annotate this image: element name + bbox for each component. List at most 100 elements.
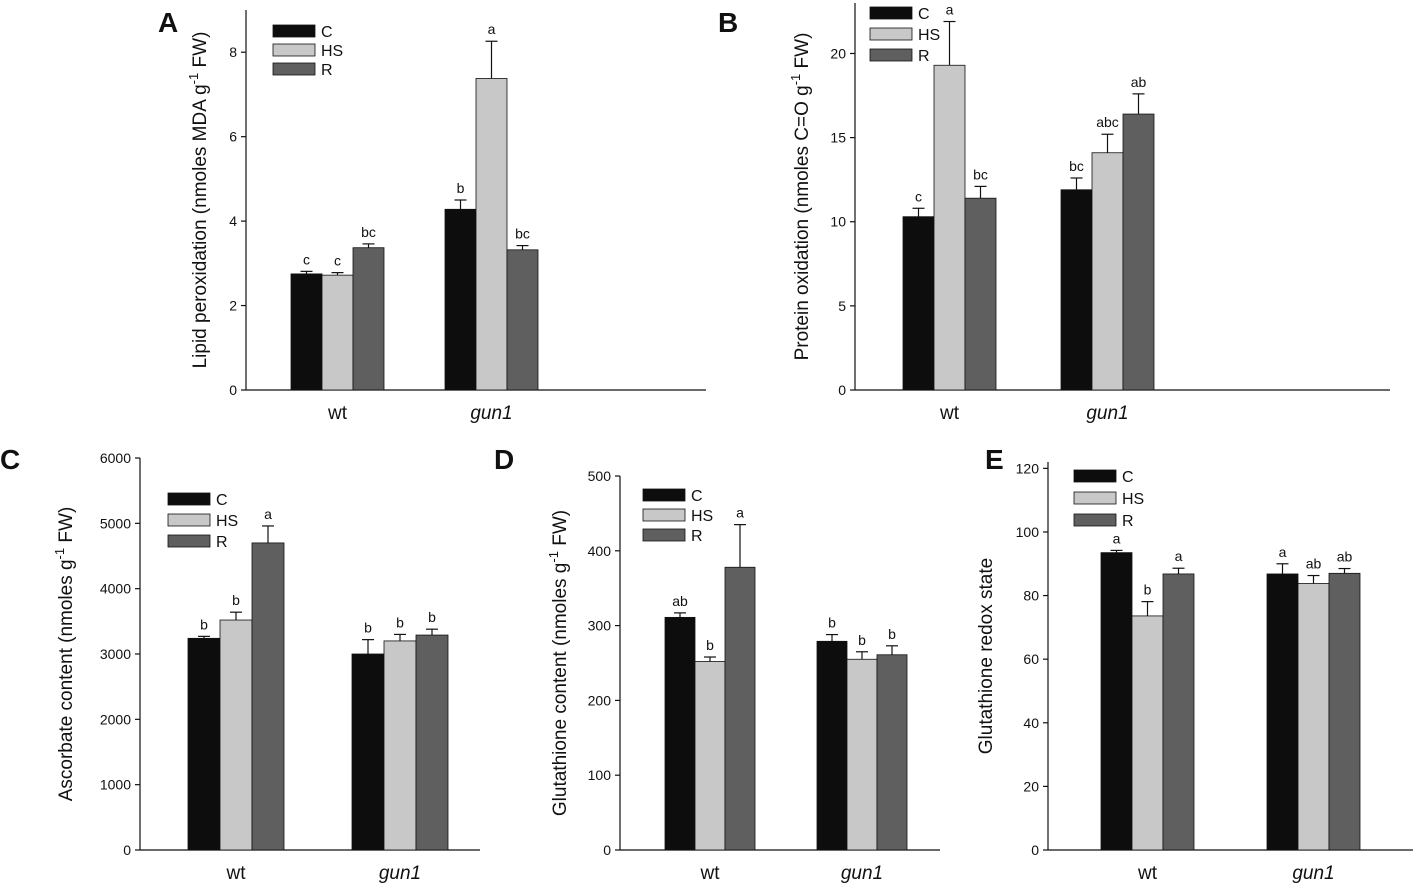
bar-c-wt: [1100, 552, 1133, 851]
category-label-gun1: gun1: [1086, 403, 1128, 424]
significance-letter: b: [364, 620, 372, 636]
significance-letter: abc: [1096, 114, 1119, 130]
significance-letter: b: [828, 615, 836, 631]
y-tick-label: 10: [830, 214, 846, 230]
y-axis-label: Protein oxidation (nmoles C=O g-1 FW): [788, 33, 813, 361]
bar-hs-wt: [219, 619, 253, 851]
bar-hs-wt: [1131, 615, 1164, 851]
bar-hs-wt: [321, 274, 354, 391]
legend-swatch-r: [869, 48, 913, 62]
y-tick-label: 3000: [100, 646, 131, 662]
category-label-wt: wt: [700, 863, 721, 883]
significance-letter: b: [706, 637, 714, 653]
bar-r-wt: [724, 566, 756, 851]
significance-letter: ab: [1131, 74, 1147, 90]
legend-swatch-r: [167, 534, 211, 548]
y-axis-label-main: Glutathione content (nmoles g: [550, 563, 571, 817]
bar-r-gun1: [1328, 572, 1361, 851]
category-label-gun1: gun1: [1292, 863, 1334, 883]
y-tick-label: 60: [1023, 651, 1039, 667]
y-axis-label: Glutathione content (nmoles g-1 FW): [546, 510, 571, 816]
bar-c-wt: [187, 637, 221, 851]
y-tick-label: 300: [588, 618, 612, 634]
significance-letter: b: [858, 632, 866, 648]
y-tick-label: 40: [1023, 715, 1039, 731]
legend-swatch-hs: [1073, 491, 1117, 505]
significance-letter: ab: [1337, 549, 1353, 565]
legend-label-hs: HS: [691, 508, 713, 525]
significance-letter: a: [488, 21, 496, 37]
chart-panel-c: C 0 1000 2000 3000 4000 5000 6000 Ascorbate cont…: [0, 444, 480, 883]
legend-swatch-r: [1073, 513, 1117, 527]
significance-letter: c: [334, 253, 341, 269]
y-tick-label: 400: [588, 543, 612, 559]
y-tick-label: 2000: [100, 711, 131, 727]
legend-label-hs: HS: [918, 27, 940, 44]
legend-label-r: R: [918, 48, 930, 65]
chart-panel-d: D 0 100 200 300 400 500 Glutathione content (nm…: [494, 444, 940, 883]
category-label-gun1: gun1: [470, 403, 512, 424]
category-label-wt: wt: [327, 403, 348, 424]
legend-swatch-hs: [167, 513, 211, 527]
y-tick-label: 80: [1023, 588, 1039, 604]
bar-c-gun1: [816, 640, 848, 851]
legend-label-r: R: [321, 62, 333, 79]
bar-hs-gun1: [383, 640, 417, 851]
y-axis-label-end: FW): [190, 32, 211, 73]
y-tick-label: 15: [830, 130, 846, 146]
legend-label-c: C: [321, 24, 333, 41]
bar-c-gun1: [444, 208, 477, 391]
legend-label-hs: HS: [321, 43, 343, 60]
legend-swatch-c: [272, 24, 316, 38]
significance-letter: b: [232, 592, 240, 608]
legend-label-r: R: [691, 528, 703, 545]
y-axis-label-end: FW): [550, 510, 571, 551]
legend-swatch-c: [869, 6, 913, 20]
y-tick-label: 4: [229, 213, 237, 229]
category-label-wt: wt: [226, 863, 247, 883]
y-tick-label: 0: [838, 382, 846, 398]
legend-label-c: C: [691, 488, 703, 505]
bar-c-wt: [664, 616, 696, 851]
y-axis-label-main: Ascorbate content (nmoles g: [56, 559, 77, 801]
bar-c-gun1: [1266, 573, 1299, 851]
panel-letter: E: [985, 444, 1004, 475]
bar-hs-gun1: [475, 78, 508, 391]
y-tick-label: 0: [229, 382, 237, 398]
significance-letter: bc: [973, 166, 988, 182]
chart-panel-b: B 0 5 10 15 20 Protein oxidation (nmoles C=O g…: [718, 2, 1390, 424]
significance-letter: bc: [515, 226, 530, 242]
y-axis-label-main: Protein oxidation (nmoles C=O g: [792, 85, 813, 360]
panel-letter: A: [158, 7, 178, 38]
y-tick-label: 0: [603, 842, 611, 858]
significance-letter: b: [396, 614, 404, 630]
legend-swatch-hs: [642, 508, 686, 522]
bar-c-wt: [902, 216, 935, 391]
y-tick-label: 500: [588, 468, 612, 484]
y-axis-label-superscript: -1: [186, 73, 201, 85]
legend-label-hs: HS: [1122, 491, 1144, 508]
significance-letter: a: [1113, 530, 1121, 546]
significance-letter: a: [264, 506, 272, 522]
category-label-gun1: gun1: [841, 863, 883, 883]
significance-letter: b: [1144, 582, 1152, 598]
y-tick-label: 4000: [100, 581, 131, 597]
legend-swatch-hs: [272, 43, 316, 57]
chart-panel-a: A 0 2 4 6 8 Lipid peroxidation (nmoles MDA g-1…: [158, 7, 706, 424]
significance-letter: ab: [672, 593, 688, 609]
y-tick-label: 100: [588, 767, 612, 783]
bar-r-wt: [964, 197, 997, 391]
bar-c-gun1: [351, 653, 385, 851]
bar-r-wt: [1162, 573, 1195, 851]
legend-swatch-c: [167, 492, 211, 506]
y-tick-label: 20: [1023, 778, 1039, 794]
y-tick-label: 6: [229, 129, 237, 145]
category-label-wt: wt: [1137, 863, 1158, 883]
significance-letter: b: [200, 616, 208, 632]
significance-letter: ab: [1306, 556, 1322, 572]
significance-letter: c: [303, 251, 310, 267]
significance-letter: b: [888, 626, 896, 642]
chart-panel-e: E 0 20 40 60 80 100 120 Glutathione redox state a…: [976, 444, 1413, 883]
y-axis-label-superscript: -1: [546, 551, 561, 563]
y-tick-label: 1000: [100, 777, 131, 793]
